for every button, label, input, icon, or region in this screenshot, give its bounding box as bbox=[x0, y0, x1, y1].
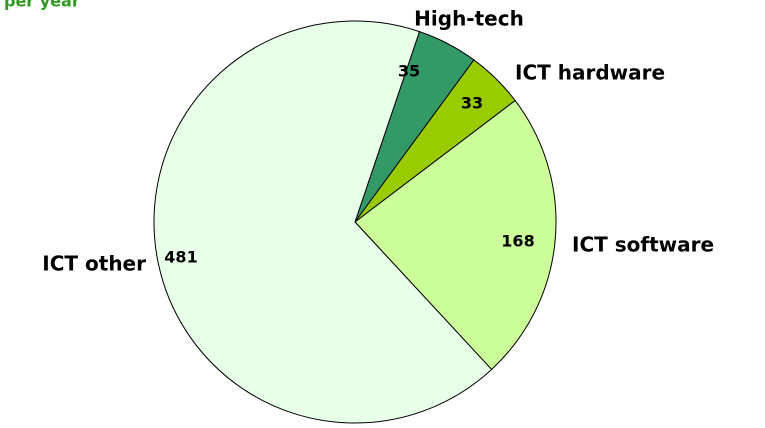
value-label: 481 bbox=[164, 248, 197, 267]
pie-slice bbox=[354, 99, 557, 371]
slice-label: ICT hardware bbox=[515, 61, 665, 85]
value-label: 35 bbox=[398, 62, 420, 81]
slice-label: ICT software bbox=[572, 233, 714, 257]
slice-label: ICT other bbox=[42, 252, 146, 276]
value-label: 33 bbox=[461, 94, 483, 113]
pie-slice bbox=[153, 20, 493, 424]
value-label: 168 bbox=[501, 232, 534, 251]
slice-label: High-tech bbox=[414, 7, 524, 31]
chart-title: per year bbox=[4, 0, 80, 11]
